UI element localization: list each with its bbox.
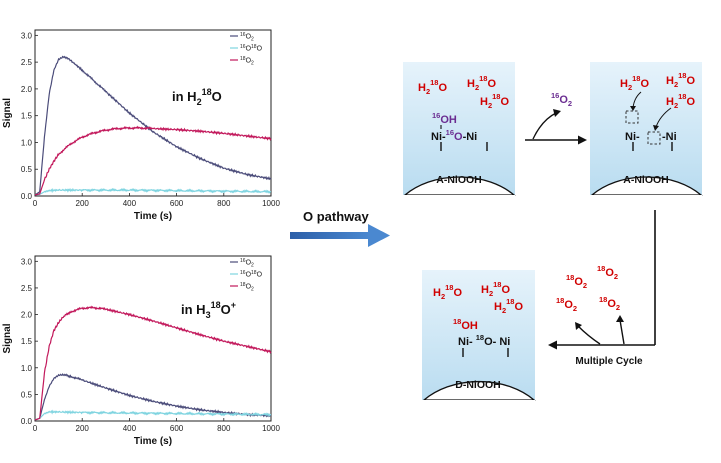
catalyst-label: A-NiOOH	[623, 174, 669, 186]
series-line-18O2	[34, 125, 272, 196]
legend-label: 18O2	[240, 56, 254, 67]
legend-label: 16O18O	[240, 270, 263, 279]
legend-label: 16O2	[240, 258, 254, 269]
y-tick-label: 2.0	[21, 85, 33, 94]
x-tick-label: 1000	[262, 199, 280, 208]
new-18o2: 18O2	[556, 296, 577, 313]
chart-h2-18o: 0 200 400 600 800 1000 0.0 0.5 1.0 1.5 2.0 2.5 3.0 Ti…	[2, 29, 280, 222]
panel-d-niooh	[422, 270, 536, 410]
x-tick-label: 600	[170, 199, 184, 208]
y-tick-label: 0.0	[21, 417, 33, 426]
oxygen-vacancy-top	[625, 110, 639, 124]
oxygen-vacancy-bridge	[647, 131, 661, 145]
catalyst-surface	[403, 176, 516, 196]
legend-label: 16O18O	[240, 44, 263, 53]
catalyst-surface	[590, 176, 703, 196]
surface-ni-o-ni: Ni-16O-Ni	[431, 128, 477, 143]
arrow-panel1-to-panel2	[525, 109, 587, 145]
x-tick-label: 800	[217, 199, 231, 208]
y-tick-label: 1.0	[21, 138, 33, 147]
x-tick-label: 0	[33, 199, 38, 208]
surface-ni-o-ni: Ni- 18O- Ni	[458, 333, 510, 348]
chart-h3-18o-plus: 0 200 400 600 800 1000 0.0 0.5 1.0 1.5 2.0 2.5 3.0 Ti…	[2, 255, 280, 447]
new-18o2: 18O2	[599, 295, 620, 312]
x-tick-label: 400	[123, 199, 137, 208]
oh-group-16: 16OH	[432, 111, 457, 126]
series-line-18O2	[34, 305, 272, 421]
x-tick-label: 1000	[262, 424, 280, 433]
catalyst-label: A-NiOOH	[436, 174, 482, 186]
plot-frame	[34, 255, 272, 422]
y-tick-label: 1.5	[21, 112, 33, 121]
x-tick-label: 800	[217, 424, 231, 433]
o-pathway-label: O pathway	[303, 209, 370, 224]
panel-a-niooh-vacancy	[590, 62, 703, 205]
x-tick-label: 200	[76, 424, 90, 433]
y-tick-label: 3.0	[21, 31, 33, 40]
new-18o2: 18O2	[566, 273, 587, 290]
panel-background	[422, 270, 535, 402]
series-line-16O2	[34, 55, 272, 196]
water-h2-18o: H218O	[467, 74, 496, 92]
scheme-labels: H218O H218OH218O16OHNi-16O-NiA-NiOOH16O2H…	[418, 71, 695, 391]
series-line-16O18O	[34, 409, 271, 421]
surface-ni-left: Ni-	[625, 131, 640, 143]
o-pathway-arrow	[290, 224, 390, 247]
y-tick-label: 2.0	[21, 311, 33, 320]
water-h2-18o: H218O	[666, 71, 695, 89]
catalyst-surface	[422, 380, 536, 401]
panel-background	[590, 62, 702, 195]
series-line-16O2	[34, 373, 272, 421]
y-tick-label: 0.5	[21, 390, 33, 399]
y-tick-label: 1.5	[21, 337, 33, 346]
catalyst-label: D-NiOOH	[455, 379, 501, 391]
x-tick-label: 400	[123, 424, 137, 433]
surface-ni-right: -Ni	[662, 131, 677, 143]
panel-background	[403, 62, 515, 195]
y-tick-label: 3.0	[21, 257, 33, 266]
multiple-cycle-label: Multiple Cycle	[575, 356, 643, 367]
y-tick-label: 1.0	[21, 364, 33, 373]
condition-label: in H318O+	[181, 300, 236, 320]
plot-frame	[34, 29, 272, 197]
water-h2-18o: H218O	[494, 297, 523, 315]
water-h2-18o: H218O	[480, 92, 509, 110]
water-h2-18o: H218O	[620, 74, 649, 92]
new-18o2: 18O2	[597, 264, 618, 281]
y-tick-label: 2.5	[21, 284, 33, 293]
y-axis-label: Signal	[2, 98, 13, 128]
y-tick-label: 0.0	[21, 192, 33, 201]
y-axis-label: Signal	[2, 323, 13, 353]
oh-group-18: 18OH	[453, 317, 478, 332]
series-line-16O18O	[35, 187, 271, 196]
x-axis-label: Time (s)	[134, 211, 172, 222]
legend-label: 18O2	[240, 282, 254, 293]
y-tick-label: 0.5	[21, 165, 33, 174]
panel-a-niooh-initial	[403, 62, 516, 205]
x-axis-label: Time (s)	[134, 436, 172, 447]
arrow-panel2-to-panel3	[548, 210, 656, 350]
x-tick-label: 0	[33, 424, 38, 433]
water-h2-18o: H218O	[481, 280, 510, 298]
water-h2-18o: H218O	[433, 283, 462, 301]
x-tick-label: 200	[76, 199, 90, 208]
water-h2-18o: H218O	[418, 78, 447, 96]
legend-label: 16O2	[240, 32, 254, 43]
water-h2-18o: H218O	[666, 92, 695, 110]
released-16o2: 16O2	[551, 91, 572, 108]
condition-label: in H218O	[172, 87, 222, 107]
x-tick-label: 600	[170, 424, 184, 433]
y-tick-label: 2.5	[21, 58, 33, 67]
